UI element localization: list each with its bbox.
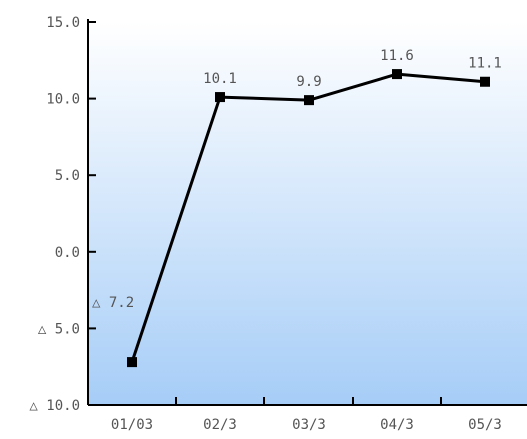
series-group [127, 69, 490, 368]
data-labels: △ 7.2 10.1 9.9 11.6 11.1 [92, 48, 502, 311]
data-point-marker [480, 76, 490, 87]
x-axis: 01/03 02/3 03/3 04/3 05/3 [88, 397, 527, 433]
data-point-marker [392, 69, 402, 80]
y-tick-label: 15.0 [46, 15, 80, 31]
x-tick-label: 03/3 [292, 417, 326, 433]
x-tick-label: 05/3 [468, 417, 502, 433]
data-label: △ 7.2 [92, 295, 134, 311]
x-tick-label: 01/03 [111, 417, 153, 433]
y-tick-label: 5.0 [55, 168, 80, 184]
data-label: 11.1 [468, 56, 502, 72]
data-point-marker [127, 357, 137, 368]
plot-background [88, 22, 527, 405]
data-label: 9.9 [296, 74, 321, 90]
y-tick-label: △ 5.0 [38, 321, 80, 337]
data-point-marker [215, 92, 225, 103]
y-tick-label: △ 10.0 [29, 398, 80, 414]
data-label: 10.1 [203, 71, 237, 87]
y-tick-label: 10.0 [46, 92, 80, 108]
x-tick-label: 04/3 [380, 417, 414, 433]
data-label: 11.6 [380, 48, 414, 64]
data-point-marker [304, 95, 314, 106]
y-tick-label: 0.0 [55, 245, 80, 261]
y-axis: 15.0 10.0 5.0 0.0 △ 5.0 △ 10.0 [29, 15, 96, 414]
x-tick-label: 02/3 [203, 417, 237, 433]
